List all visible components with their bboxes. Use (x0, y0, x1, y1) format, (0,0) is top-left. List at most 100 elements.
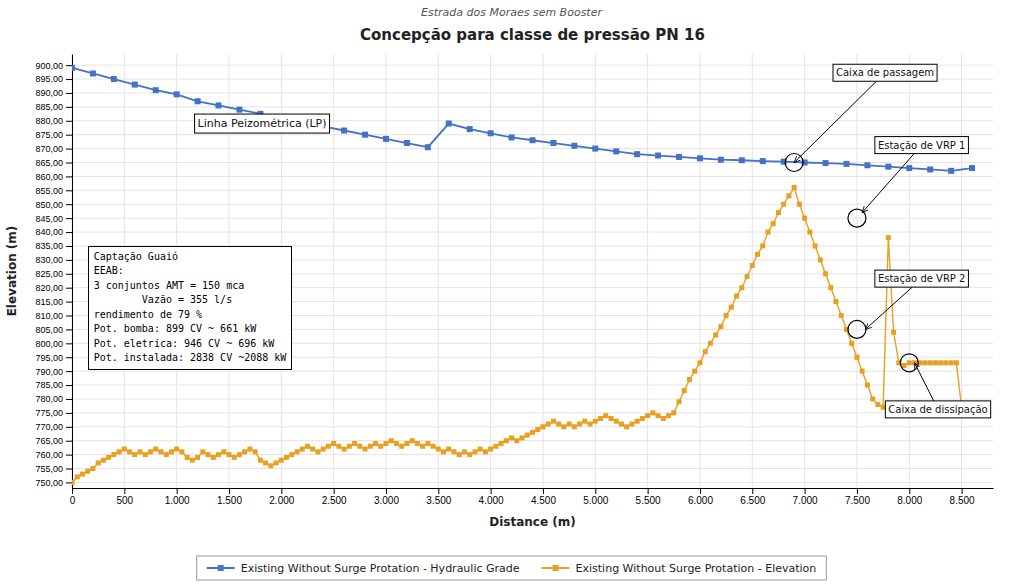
series-marker (488, 447, 493, 452)
y-tick-mark (66, 176, 72, 177)
series-marker (284, 455, 289, 460)
series-layer (72, 65, 975, 485)
x-tick-label: 7.500 (845, 495, 870, 506)
series-marker (394, 441, 399, 446)
grid-line-y (72, 134, 993, 135)
series-marker (608, 416, 613, 421)
grid-line-y (72, 398, 993, 399)
annotation: Caixa de passagem (833, 64, 937, 81)
x-tick-mark (805, 488, 806, 494)
series-marker (226, 452, 231, 457)
series-marker (216, 452, 221, 457)
series-marker (457, 452, 462, 457)
x-tick: 5.500 (636, 488, 661, 506)
series-marker (425, 441, 430, 446)
grid-line-x (490, 54, 491, 488)
series-marker (713, 332, 718, 337)
series-marker (258, 458, 263, 463)
series-marker (588, 422, 593, 427)
series-marker (781, 202, 786, 207)
y-tick: 825,00 (35, 269, 72, 279)
series-marker (310, 447, 315, 452)
series-marker (111, 76, 117, 82)
series-marker (624, 424, 629, 429)
y-tick-mark (66, 455, 72, 456)
y-tick-mark (66, 218, 72, 219)
y-tick-mark (66, 204, 72, 205)
grid-line-y (72, 190, 993, 191)
annotation-frame (885, 401, 990, 418)
series-marker (378, 444, 383, 449)
y-tick-label: 800,00 (35, 339, 63, 349)
series-marker (211, 455, 216, 460)
series-marker (164, 452, 169, 457)
y-tick-label: 890,00 (35, 88, 63, 98)
legend-item: Existing Without Surge Protation - Eleva… (542, 562, 817, 575)
y-tick-label: 865,00 (35, 158, 63, 168)
y-tick-mark (66, 149, 72, 150)
y-tick: 885,00 (35, 102, 72, 112)
series-marker (613, 148, 619, 154)
y-tick-label: 765,00 (35, 436, 63, 446)
x-tick-label: 5.000 (583, 495, 608, 506)
series-marker (682, 388, 687, 393)
grid-line-y (72, 204, 993, 205)
x-tick-label: 6.000 (688, 495, 713, 506)
y-tick: 755,00 (35, 464, 72, 474)
series-marker (886, 235, 891, 240)
series-marker (938, 360, 943, 365)
y-tick-mark (66, 441, 72, 442)
x-tick-mark (909, 488, 910, 494)
series-marker (357, 444, 362, 449)
x-tick: 4.500 (531, 488, 556, 506)
y-tick-mark (66, 135, 72, 136)
series-marker (567, 422, 572, 427)
x-tick: 5.000 (583, 488, 608, 506)
series-marker (274, 460, 279, 465)
series-marker (420, 444, 425, 449)
series-marker (530, 137, 536, 143)
grid-line-y (72, 371, 993, 372)
series-marker (101, 458, 106, 463)
y-tick-label: 750,00 (35, 478, 63, 488)
series-marker (650, 410, 655, 415)
y-tick-mark (66, 329, 72, 330)
series-marker (692, 369, 697, 374)
y-tick-mark (66, 121, 72, 122)
series-marker (373, 441, 378, 446)
series-marker (132, 82, 138, 88)
y-tick: 815,00 (35, 297, 72, 307)
series-marker (906, 165, 912, 171)
series-marker (556, 422, 561, 427)
x-tick-mark (72, 488, 73, 494)
series-marker (331, 441, 336, 446)
grid-line-y (72, 468, 993, 469)
x-tick-label: 5.500 (636, 495, 661, 506)
series-marker (802, 216, 807, 221)
y-tick-label: 815,00 (35, 297, 63, 307)
y-tick: 750,00 (35, 478, 72, 488)
annotation: Estação de VRP 2 (875, 270, 969, 287)
y-tick-label: 860,00 (35, 172, 63, 182)
series-marker (174, 91, 180, 97)
series-marker (75, 474, 80, 479)
series-marker (363, 447, 368, 452)
series-marker (902, 363, 907, 368)
series-marker (739, 285, 744, 290)
grid-line-y (72, 440, 993, 441)
series-marker (750, 263, 755, 268)
series-marker (132, 452, 137, 457)
legend-label: Existing Without Surge Protation - Hydra… (241, 562, 520, 575)
x-tick-mark (857, 488, 858, 494)
x-tick-mark (962, 488, 963, 494)
y-tick-label: 810,00 (35, 311, 63, 321)
y-tick: 760,00 (35, 450, 72, 460)
series-marker (72, 65, 75, 71)
annotation: Caixa de dissipação (885, 401, 990, 418)
series-marker (922, 360, 927, 365)
series-marker (718, 157, 724, 163)
series-marker (410, 438, 415, 443)
y-tick-label: 830,00 (35, 255, 63, 265)
x-tick: 6.500 (740, 488, 765, 506)
series-marker (488, 130, 494, 136)
